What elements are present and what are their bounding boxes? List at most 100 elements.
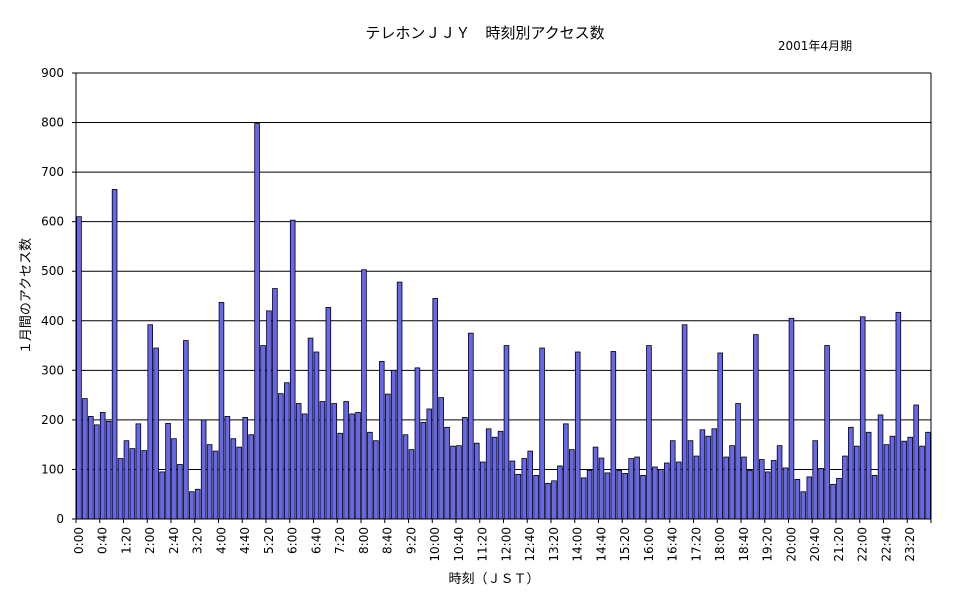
bar	[563, 423, 569, 520]
x-axis-ticks: 0:00 0:40 1:20 2:00 2:40 3:20 4:00 4:40 5:20 6:00…	[72, 519, 932, 562]
bar	[569, 449, 575, 520]
bar	[871, 474, 878, 520]
bar	[99, 412, 106, 520]
bar	[361, 269, 367, 520]
bar	[628, 458, 634, 520]
x-tick-label: 18:40	[737, 527, 751, 562]
bar	[515, 473, 522, 520]
bar	[711, 428, 718, 520]
bar	[669, 440, 676, 520]
bar	[402, 434, 409, 520]
bar	[254, 123, 260, 520]
x-tick-label: 22:00	[856, 527, 870, 562]
bar	[681, 324, 688, 520]
bar	[818, 468, 824, 520]
bar	[301, 413, 308, 520]
bar	[396, 281, 403, 520]
bar	[456, 445, 462, 520]
x-tick-label: 9:20	[404, 527, 418, 554]
bar	[699, 429, 706, 520]
gridlines	[76, 72, 931, 470]
x-tick-label: 11:20	[476, 527, 490, 562]
x-tick-label: 12:00	[499, 527, 513, 562]
bar	[147, 324, 153, 520]
bar	[189, 491, 195, 520]
bar	[206, 444, 213, 520]
bar	[468, 332, 474, 520]
bar	[307, 337, 314, 520]
x-tick-label: 17:20	[689, 527, 703, 562]
bar	[664, 462, 670, 520]
bar	[854, 445, 860, 520]
bar	[616, 470, 623, 520]
bar	[390, 369, 397, 520]
chart-subtitle: 2001年4月期	[778, 39, 852, 53]
bar	[177, 464, 183, 520]
bar	[598, 457, 605, 520]
bar	[759, 459, 765, 520]
bar	[741, 456, 747, 520]
x-tick-label: 2:00	[143, 527, 157, 554]
bar	[907, 436, 913, 520]
bar	[848, 426, 854, 520]
bar	[521, 458, 528, 520]
bar	[236, 446, 243, 520]
x-tick-label: 7:20	[333, 527, 347, 554]
bar	[580, 477, 587, 520]
bar	[94, 424, 100, 520]
bar	[432, 298, 438, 520]
bar	[533, 474, 539, 520]
x-tick-label: 23:20	[903, 527, 917, 562]
y-tick-label: 500	[41, 264, 64, 278]
y-tick-label: 200	[41, 413, 64, 427]
bar	[367, 431, 373, 520]
bar	[865, 431, 872, 520]
bar	[420, 421, 427, 520]
bar	[212, 450, 219, 520]
bar	[687, 440, 694, 520]
bar	[646, 345, 652, 520]
bar	[349, 413, 355, 520]
x-tick-label: 6:40	[309, 527, 323, 554]
bar	[753, 334, 759, 520]
y-tick-label: 100	[41, 462, 64, 476]
bar	[895, 311, 902, 520]
bar	[82, 398, 88, 520]
x-tick-label: 12:40	[523, 527, 537, 562]
bar	[384, 393, 391, 520]
bar	[652, 466, 658, 520]
bar	[497, 430, 504, 520]
y-axis-title: １月間のアクセス数	[19, 238, 34, 354]
bar	[675, 461, 682, 520]
bar	[503, 345, 510, 520]
bar	[260, 345, 266, 520]
x-tick-label: 2:40	[167, 527, 181, 554]
bar	[159, 471, 165, 520]
x-tick-label: 20:40	[808, 527, 822, 562]
bar	[485, 428, 492, 520]
bar	[474, 442, 480, 520]
bar	[242, 417, 248, 520]
bar	[586, 470, 593, 520]
x-tick-label: 3:20	[191, 527, 205, 554]
bar	[165, 422, 171, 520]
x-tick-label: 14:40	[594, 527, 608, 562]
x-tick-label: 18:00	[713, 527, 727, 562]
bar	[266, 310, 272, 520]
bar	[539, 347, 545, 520]
bar	[289, 219, 296, 520]
x-tick-label: 4:40	[238, 527, 252, 554]
x-tick-label: 16:40	[666, 527, 680, 562]
bar	[153, 347, 159, 520]
bar	[325, 306, 332, 520]
bar	[200, 419, 207, 520]
y-tick-label: 300	[41, 363, 64, 377]
bar	[450, 445, 456, 520]
bar	[171, 438, 177, 520]
bar	[800, 491, 807, 520]
bar	[379, 361, 385, 520]
x-tick-label: 16:00	[642, 527, 656, 562]
bar	[551, 480, 557, 520]
y-tick-label: 400	[41, 314, 64, 328]
